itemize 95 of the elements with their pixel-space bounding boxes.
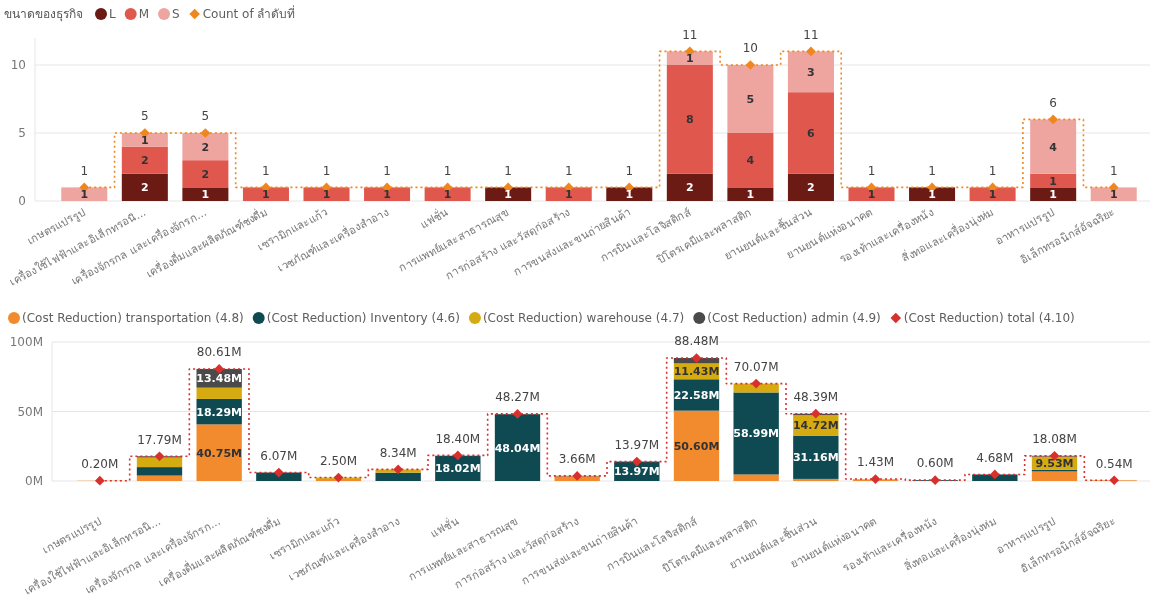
- data-label: 6: [807, 126, 816, 140]
- data-label: 11: [803, 27, 819, 42]
- data-label: 18.08M: [1032, 432, 1077, 447]
- data-label: 10: [742, 41, 759, 56]
- data-label: 88.48M: [674, 334, 719, 349]
- data-label: 6.07M: [260, 448, 298, 463]
- y-tick-label: 10: [10, 58, 26, 73]
- data-label: 6: [1049, 95, 1057, 110]
- data-label: 1: [262, 163, 270, 178]
- data-label: 1: [504, 188, 512, 202]
- data-label: 1: [928, 163, 936, 178]
- legend-label: (Cost Reduction) transportation (4.8): [22, 311, 244, 326]
- legend-label: (Cost Reduction) Inventory (4.6): [266, 311, 460, 326]
- data-label: 1: [141, 133, 149, 147]
- data-label: 3: [807, 65, 815, 79]
- data-label: 3.66M: [558, 452, 596, 467]
- data-label: 1: [564, 163, 573, 178]
- data-label: 1: [201, 188, 210, 202]
- data-label: 70.07M: [733, 359, 779, 374]
- data-label: 1: [686, 52, 694, 66]
- data-label: 1: [988, 188, 997, 202]
- legend-label: S: [172, 7, 180, 22]
- data-label: 2: [807, 181, 815, 195]
- data-label: 2: [141, 154, 149, 168]
- data-label: 1: [1049, 174, 1057, 188]
- data-label: 1: [867, 163, 876, 178]
- data-label: 0.20M: [81, 457, 119, 472]
- data-label: 80.61M: [196, 345, 242, 360]
- data-label: 40.75M: [196, 446, 243, 460]
- data-label: 1: [504, 163, 512, 178]
- data-label: 1: [988, 163, 997, 178]
- data-label: 0.54M: [1095, 456, 1133, 471]
- legend-label: (Cost Reduction) admin (4.9): [707, 311, 881, 326]
- data-label: 0.60M: [916, 456, 954, 471]
- y-tick-label: 50M: [17, 404, 43, 419]
- legend-label: L: [109, 7, 116, 22]
- data-label: 1: [322, 188, 331, 202]
- data-label: 18.40M: [435, 431, 481, 446]
- data-label: 1: [625, 163, 634, 178]
- data-label: 1.43M: [856, 455, 895, 470]
- legend-label: (Cost Reduction) total (4.10): [903, 311, 1075, 326]
- legend-label: (Cost Reduction) warehouse (4.7): [482, 311, 685, 326]
- data-label: 1: [1109, 188, 1118, 202]
- data-label: 2: [686, 181, 694, 195]
- data-label: 48.27M: [495, 390, 540, 405]
- data-label: 13.48M: [196, 372, 243, 386]
- data-label: 17.79M: [137, 432, 182, 447]
- legend-label: M: [138, 7, 150, 22]
- data-label: 4.68M: [976, 450, 1014, 465]
- data-label: 1: [383, 163, 391, 178]
- data-label: 14.72M: [792, 419, 839, 433]
- data-label: 8.34M: [379, 445, 417, 460]
- data-label: 1: [746, 188, 755, 202]
- data-label: 13.97M: [614, 437, 660, 452]
- data-label: 4: [746, 154, 755, 168]
- legend-title: ขนาดของธุรกิจ: [4, 7, 83, 23]
- data-label: 2: [201, 167, 210, 181]
- data-label: 1: [1109, 163, 1118, 178]
- data-label: 1: [262, 188, 270, 202]
- data-label: 2.50M: [319, 453, 358, 468]
- data-label: 11.43M: [673, 365, 720, 379]
- data-label: 18.02M: [434, 462, 481, 476]
- y-tick-label: 100M: [9, 335, 43, 350]
- data-label: 1: [625, 188, 634, 202]
- data-label: 31.16M: [792, 451, 839, 465]
- data-label: 1: [928, 188, 936, 202]
- data-label: 50.60M: [673, 439, 720, 453]
- data-label: 1: [1049, 188, 1057, 202]
- data-label: 1: [80, 188, 89, 202]
- data-label: 48.04M: [494, 441, 541, 455]
- data-label: 58.99M: [733, 427, 780, 441]
- data-label: 1: [322, 163, 331, 178]
- data-label: 1: [80, 163, 89, 178]
- data-label: 5: [201, 109, 210, 124]
- data-label: 9.53M: [1035, 457, 1074, 471]
- data-label: 22.58M: [673, 388, 720, 402]
- data-label: 1: [443, 188, 452, 202]
- data-label: 13.97M: [613, 465, 660, 479]
- data-label: 18.29M: [196, 405, 243, 419]
- y-tick-label: 0M: [25, 474, 43, 489]
- data-label: 48.39M: [793, 390, 839, 405]
- data-label: 8: [686, 113, 694, 127]
- data-label: 4: [1049, 140, 1058, 154]
- data-label: 11: [682, 27, 698, 42]
- data-label: 2: [141, 181, 149, 195]
- data-label: 1: [564, 188, 573, 202]
- data-label: 5: [746, 92, 755, 106]
- legend-label: Count of ลำดับที่: [202, 5, 296, 22]
- data-label: 1: [443, 163, 452, 178]
- data-label: 1: [383, 188, 391, 202]
- data-label: 2: [201, 140, 210, 154]
- y-tick-label: 5: [18, 126, 26, 141]
- data-label: 1: [867, 188, 876, 202]
- y-tick-label: 0: [18, 194, 26, 209]
- data-label: 5: [141, 109, 149, 124]
